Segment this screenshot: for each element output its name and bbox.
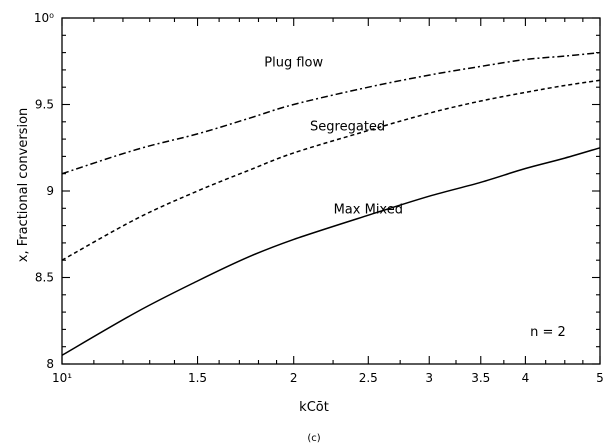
x-tick-label: 3.5 [471, 371, 490, 385]
series-line-max-mixed [61, 147, 601, 356]
y-tick-label: 8 [46, 357, 54, 371]
series-label-segregated: Segregated [310, 119, 385, 134]
series-line-plug-flow [61, 51, 601, 175]
x-tick-label: 4 [522, 371, 530, 385]
y-tick-label: 9.5 [35, 98, 54, 112]
y-axis-title: x, Fractional conversion [16, 108, 31, 263]
x-tick-label: 1.5 [188, 371, 207, 385]
x-tick-label: 5 [596, 371, 604, 385]
series-layer [61, 51, 601, 356]
series-label-max-mixed: Max Mixed [334, 202, 403, 217]
plot-axes: 10¹ 1.5 2 2.5 3 3.5 4 5 8 8.5 9 9.5 10⁰ [34, 11, 604, 385]
figure-caption: (c) [307, 433, 320, 444]
plot-frame [61, 17, 601, 365]
x-tick-label: 10¹ [52, 371, 72, 385]
x-tick-label: 2 [290, 371, 298, 385]
y-tick-label: 9 [46, 184, 54, 198]
x-axis-title: kCōt [299, 400, 329, 415]
series-line-segregated [61, 79, 601, 261]
x-tick-label: 3 [425, 371, 433, 385]
y-tick-label: 8.5 [35, 271, 54, 285]
x-tick-label: 2.5 [359, 371, 378, 385]
y-tick-label: 10⁰ [34, 11, 54, 25]
n-annotation: n = 2 [530, 325, 566, 340]
labels-layer: Plug flow Segregated Max Mixed [264, 55, 403, 217]
series-label-plug-flow: Plug flow [264, 55, 323, 70]
